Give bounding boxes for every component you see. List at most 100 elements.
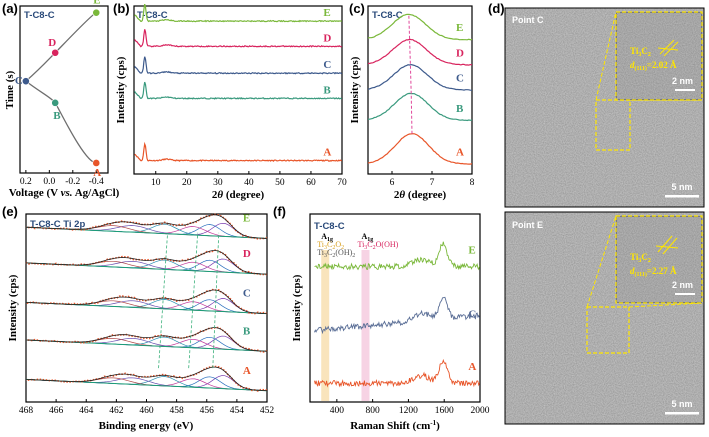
- panel-c-title: T-C8-C: [372, 10, 403, 21]
- panel-c-xticks: 6 7 8: [390, 171, 475, 188]
- panel-c-series-E: [367, 13, 473, 41]
- panel-f-series-C: [314, 296, 481, 335]
- tem-e-fringe1: [657, 235, 673, 253]
- panel-f-xlabel-sup: -1: [430, 419, 436, 427]
- panel-a-xtick-label-3: -0.4: [89, 177, 104, 187]
- panel-label-b: (b): [113, 1, 130, 16]
- panel-f-frame: [309, 213, 481, 403]
- panel-a-point-label-B: B: [53, 110, 61, 122]
- panel-a-xticks: 0.2 0.0 -0.2 -0.4: [20, 170, 104, 187]
- panel-label-a: (a): [2, 1, 18, 16]
- panel-c-series-B: [368, 92, 473, 122]
- panel-e-xtick-label-8: 452: [260, 406, 275, 416]
- panel-f-xtick-label-4: 2000: [471, 406, 490, 416]
- panel-e-series-E-fit: [25, 214, 268, 239]
- panel-b-series-B: [134, 81, 342, 100]
- panel-e-ylabel: Intensity (cps): [7, 274, 19, 341]
- panel-a-point-D: [51, 48, 60, 57]
- panel-e-series-label-A: A: [243, 365, 251, 377]
- tem-c-roi-line1: [595, 11, 617, 101]
- tem-e-title: Point E: [512, 220, 543, 230]
- panel-e-series: A B C D E: [25, 213, 268, 392]
- panel-f-band-0-species: Ti3C2O2: [317, 240, 344, 251]
- panel-e-series-label-D: D: [243, 248, 251, 260]
- tem-e-fringe2: [662, 237, 678, 255]
- panel-e-xlabel: Binding energy (eV): [99, 420, 194, 432]
- tem-image-c-frame: [504, 7, 705, 208]
- panel-f-xlabel-part3: ): [436, 420, 440, 432]
- panel-a-point-label-A: A: [93, 167, 101, 179]
- panel-b-ylabel: Intensity (cps): [115, 56, 127, 123]
- panel-c-series-A: [367, 133, 473, 165]
- panel-b-frame: [133, 5, 343, 175]
- tem-e-dspacing: d(111)=2.27 Å: [630, 266, 677, 278]
- panel-e-xtick-label-0: 468: [19, 406, 34, 416]
- panel-b-series-C: [134, 56, 343, 75]
- tem-e-scalebar: [665, 412, 699, 415]
- panel-a-point-label-D: D: [48, 37, 56, 49]
- tem-e-roi-box: [586, 306, 630, 354]
- panel-b-xticks: 10 20 30 40 50 60 70: [151, 171, 347, 188]
- panel-e-xtick-label-2: 464: [79, 406, 94, 416]
- panel-c-series-label-D: D: [456, 47, 464, 59]
- panel-f-band-1-mode: A1g: [361, 232, 373, 243]
- panel-b-xtick-label-0: 10: [151, 178, 161, 188]
- panel-e-xtick-label-5: 458: [170, 406, 185, 416]
- panel-b-xtick-label-3: 40: [244, 178, 254, 188]
- tem-c-title: Point C: [512, 15, 544, 25]
- panel-c-ylabel: Intensity (cps): [349, 56, 361, 123]
- panel-a-point-E: [92, 8, 101, 17]
- panel-e-xtick-label-4: 460: [139, 406, 154, 416]
- tem-c-inset-scale-label: 2 nm: [672, 76, 693, 86]
- panel-e-series-label-E: E: [243, 213, 250, 225]
- panel-b-series-label-B: B: [323, 84, 331, 96]
- panel-e-series-A-fit: [25, 366, 268, 392]
- panel-a-point-label-C: C: [15, 75, 23, 87]
- panel-f-series-label-E: E: [468, 244, 475, 256]
- tem-c-dspacing-value: =2.02 Å: [647, 60, 677, 70]
- panel-f-series-A: [314, 358, 481, 388]
- panel-f-band-0: [321, 250, 330, 401]
- panel-c-peak-trend: [408, 14, 413, 134]
- panel-e-title: T-C8-C Ti 2p: [30, 219, 85, 230]
- panel-a-xlabel: Voltage (V vs. Ag/AgCl): [9, 187, 120, 199]
- panel-e-xticks: 468 466 464 462 460 458 456 454 452: [19, 399, 275, 416]
- panel-f: T-C8-C Intensity (cps) Raman Shift (cm-1…: [291, 213, 490, 432]
- tem-e-roi-line1: [586, 215, 617, 308]
- panel-b-series-E: [134, 3, 343, 23]
- panel-f-title: T-C8-C: [314, 221, 345, 232]
- panel-c-xtick-label-2: 8: [470, 178, 475, 188]
- panel-c-xlabel-two: 2: [394, 189, 400, 201]
- panel-f-band-0-species2: Ti3C2(OH)2: [317, 248, 355, 259]
- panel-a-point-A: [92, 159, 101, 167]
- tem-c-scalebar: [665, 195, 699, 198]
- panel-c-xlabel-theta: θ: [399, 189, 405, 201]
- panel-b-xtick-label-5: 60: [306, 178, 316, 188]
- tem-e-phase-ti: Ti: [630, 252, 639, 262]
- tem-e-inset-texture: [617, 217, 701, 302]
- panel-b: T-C8-C Intensity (cps) 2θ (degree) 10 20 3…: [115, 3, 347, 201]
- tem-c-inset-scalebar: [675, 89, 695, 91]
- tem-c-phase-sub3: 3: [638, 52, 641, 58]
- panel-c-series: A B C D E: [367, 13, 473, 165]
- panel-e-series-E-data: [25, 213, 268, 240]
- panel-d: Point C Ti3C2 d(111)=2.02 Å 2 nm 5 nm Po…: [504, 7, 705, 425]
- panel-e-xtick-label-7: 454: [230, 406, 245, 416]
- tem-e-dspacing-value: =2.27 Å: [647, 266, 677, 276]
- panel-e-series-B-fit: [25, 327, 268, 352]
- tem-e-scale-label: 5 nm: [671, 399, 692, 409]
- panel-label-f: (f): [273, 204, 286, 219]
- panel-a: T-C8-C Time (s) Voltage (V vs. Ag/AgCl) …: [4, 0, 120, 199]
- panel-b-series-D: [134, 29, 342, 48]
- panel-e: T-C8-C Ti 2p Intensity (cps) Binding ene…: [7, 213, 274, 432]
- tem-e-phase-c: C: [641, 252, 648, 262]
- panel-a-xtick-label-2: -0.2: [65, 177, 80, 187]
- panel-f-xticks: 400 800 1200 1600 2000: [330, 399, 490, 416]
- panel-c-series-label-B: B: [456, 103, 464, 115]
- panel-f-xtick-label-2: 1200: [399, 406, 418, 416]
- tem-c-fringe3: [657, 47, 679, 51]
- panel-b-xlabel-theta: θ: [217, 189, 223, 201]
- panel-f-xlabel: Raman Shift (cm-1): [350, 419, 440, 432]
